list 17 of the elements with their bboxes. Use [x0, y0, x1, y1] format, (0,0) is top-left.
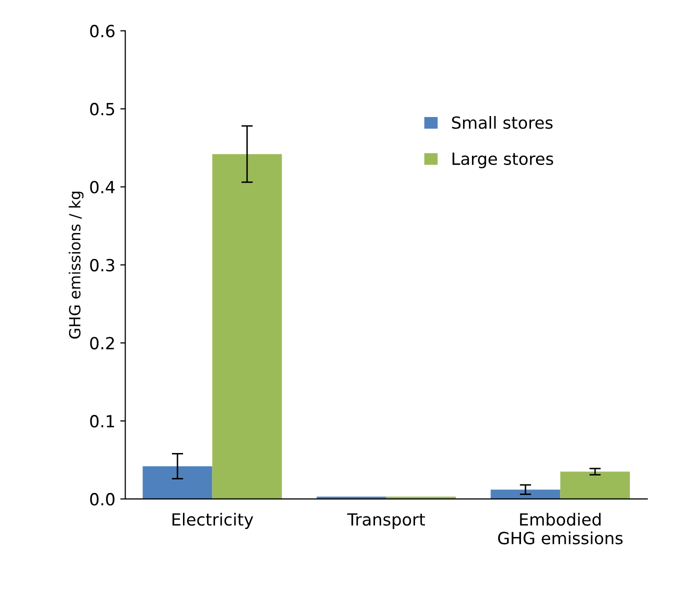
y-axis-title: GHG emissions / kg [68, 192, 84, 339]
y-tick-label: 0.5 [90, 102, 114, 116]
y-tick-label: 0.6 [90, 24, 115, 38]
bar [490, 490, 560, 499]
bar [142, 466, 212, 499]
y-tick-label: 0.4 [90, 180, 115, 194]
y-tick-label: 0.3 [90, 258, 114, 272]
y-tick-label: 0.2 [90, 336, 114, 350]
x-tick-label: Electricity [172, 512, 254, 529]
y-tick-label: 0.1 [90, 414, 114, 428]
x-tick-label: Transport [347, 513, 425, 529]
legend-label: Small stores [452, 116, 553, 129]
x-tick-label: Embodied GHG emissions [498, 512, 623, 544]
bar [560, 472, 630, 499]
legend-label: Large stores [452, 152, 554, 168]
bar [212, 154, 282, 499]
y-tick-label: 0.0 [90, 492, 114, 506]
